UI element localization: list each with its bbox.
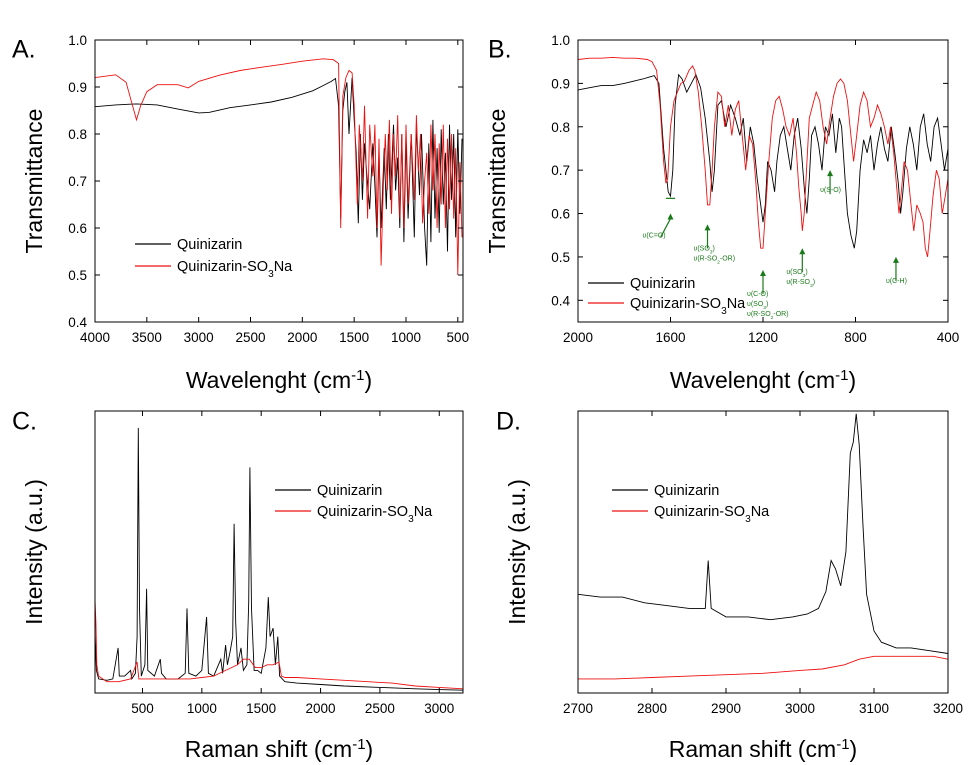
- annotation-arrowhead: [704, 224, 711, 231]
- legend-label: Quinizarin-SO3Na: [654, 504, 770, 525]
- series-line-quinizarin: [95, 77, 463, 266]
- x-tick-label: 800: [844, 330, 867, 345]
- series-line-quinizarin: [95, 427, 463, 691]
- x-tick-label: 1500: [246, 701, 276, 716]
- x-axis-label: Wavelenght (cm-1): [670, 367, 856, 394]
- annotation-label: υ(S-O): [820, 187, 841, 194]
- annotation-label: υ(R-SO2-OR): [694, 255, 736, 265]
- x-tick-label: 1200: [748, 330, 778, 345]
- annotation-arrowhead: [760, 269, 766, 276]
- annotation-label: υ(SO3): [747, 301, 768, 311]
- x-tick-label: 2000: [287, 330, 317, 345]
- y-tick-label: 0.9: [68, 80, 87, 95]
- y-tick-label: 0.4: [551, 293, 570, 308]
- y-tick-label: 0.7: [68, 174, 87, 189]
- x-tick-label: 2500: [235, 330, 265, 345]
- panel-b: B. 2000 1600 1200 800 400 0.4 0.5 0.6 0.7 0.8 0.9 1.…: [484, 33, 959, 393]
- panel-c: C. 500 1000 1500 2000 2500 3000 Raman shift (cm…: [12, 408, 464, 763]
- y-tick-label: 0.7: [551, 163, 570, 178]
- legend-label: Quinizarin: [317, 483, 382, 499]
- legend-label: Quinizarin-SO3Na: [317, 504, 433, 525]
- annotation-arrow: [659, 218, 672, 238]
- annotation-label: υ(C=O): [643, 233, 666, 240]
- panel-d: D. 2700 2800 2900 3000 3100 3200 Raman shift (c…: [496, 408, 963, 762]
- panel-letter: B.: [488, 36, 512, 64]
- panel-a: A. 4000 3500 3000 2500 2000 1500 1000 500 0.4 0.5 0…: [12, 33, 469, 393]
- x-tick-label: 3000: [184, 330, 214, 345]
- y-tick-label: 0.6: [68, 221, 87, 236]
- panel-letter: C.: [12, 408, 37, 436]
- x-tick-label: 1500: [339, 330, 369, 345]
- x-tick-label: 3500: [132, 330, 162, 345]
- series-line-quinizarin-so3na: [95, 58, 463, 276]
- legend-label: Quinizarin: [177, 237, 242, 253]
- x-tick-label: 1000: [391, 330, 421, 345]
- annotation-label: υ(R-SO3): [786, 279, 815, 289]
- y-tick-label: 0.8: [68, 127, 87, 142]
- panel-letter: A.: [12, 36, 36, 64]
- series-line-quinizarin: [578, 413, 948, 654]
- x-axis-label: Raman shift (cm-1): [669, 736, 857, 763]
- annotation-label: υ(C-O): [747, 291, 768, 298]
- annotation-label: υ(C-H): [886, 278, 907, 285]
- x-axis-label: Raman shift (cm-1): [185, 736, 373, 763]
- y-axis-label: Transmittance: [21, 109, 47, 254]
- x-tick-label: 3000: [785, 701, 815, 716]
- y-tick-label: 1.0: [551, 33, 570, 48]
- series-line-quinizarin: [578, 73, 948, 249]
- y-tick-label: 0.4: [68, 315, 87, 330]
- legend-label: Quinizarin: [654, 483, 719, 499]
- plot-frame: [94, 410, 464, 694]
- x-tick-label: 2700: [563, 701, 593, 716]
- annotation-arrowhead: [667, 213, 674, 220]
- series-line-quinizarin-so3na: [95, 599, 463, 690]
- x-tick-label: 1600: [655, 330, 685, 345]
- annotation-label: υ(SO3): [694, 245, 715, 255]
- legend-label: Quinizarin-SO3Na: [630, 296, 746, 317]
- y-tick-label: 0.8: [551, 120, 570, 135]
- x-tick-label: 400: [937, 330, 960, 345]
- x-tick-label: 4000: [80, 330, 110, 345]
- y-tick-label: 1.0: [68, 33, 87, 48]
- y-axis-label: Transmittance: [484, 109, 510, 254]
- x-tick-label: 3200: [933, 701, 963, 716]
- plot-frame: [577, 410, 949, 694]
- x-tick-label: 500: [447, 330, 470, 345]
- series-line-quinizarin-so3na: [578, 655, 948, 680]
- x-tick-label: 2000: [563, 330, 593, 345]
- legend-label: Quinizarin-SO3Na: [177, 259, 293, 280]
- x-tick-label: 2000: [306, 701, 336, 716]
- y-axis-label: Intensity (a.u.): [21, 479, 47, 625]
- annotation-label: υ(SO3): [786, 269, 807, 279]
- annotation-arrowhead: [827, 170, 834, 177]
- series-line-quinizarin-so3na: [578, 56, 948, 258]
- x-tick-label: 2500: [365, 701, 395, 716]
- annotation-arrowhead: [892, 256, 899, 263]
- y-axis-label: Intensity (a.u.): [504, 479, 530, 625]
- y-tick-label: 0.6: [551, 207, 570, 222]
- x-tick-label: 2900: [711, 701, 741, 716]
- x-tick-label: 500: [131, 701, 154, 716]
- x-tick-label: 2800: [637, 701, 667, 716]
- annotation-arrowhead: [799, 248, 806, 255]
- legend-label: Quinizarin: [630, 276, 695, 292]
- x-tick-label: 3000: [424, 701, 454, 716]
- x-tick-label: 1000: [187, 701, 217, 716]
- x-axis-label: Wavelenght (cm-1): [186, 367, 372, 394]
- annotation-label: υ(R-SO2-OR): [747, 311, 789, 321]
- x-tick-label: 3100: [859, 701, 889, 716]
- y-tick-label: 0.5: [551, 250, 570, 265]
- panel-letter: D.: [496, 408, 521, 436]
- y-tick-label: 0.5: [68, 268, 87, 283]
- y-tick-label: 0.9: [551, 76, 570, 91]
